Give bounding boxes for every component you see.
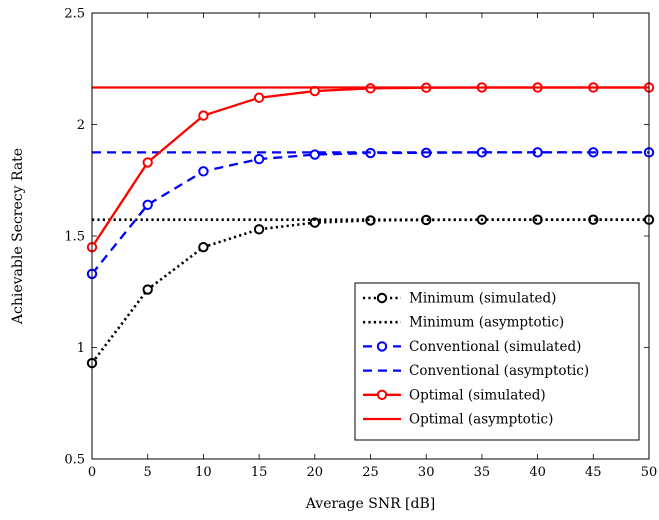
legend-label: Conventional (asymptotic)	[409, 363, 589, 379]
legend-swatch-marker	[376, 341, 388, 352]
y-tick-label: 0.5	[64, 453, 85, 468]
series-0	[86, 214, 655, 369]
x-axis-label: Average SNR [dB]	[305, 496, 435, 512]
data-point	[198, 110, 209, 121]
x-tick-label: 15	[251, 465, 268, 480]
y-tick-label: 2.5	[64, 7, 85, 22]
x-tick-label: 5	[144, 465, 152, 480]
data-point	[309, 217, 320, 228]
data-point	[198, 241, 209, 253]
legend-label: Optimal (asymptotic)	[409, 412, 553, 428]
legend-item: Conventional (asymptotic)	[363, 363, 589, 379]
data-point	[253, 92, 265, 103]
legend-item: Optimal (simulated)	[363, 387, 546, 403]
x-tick-label: 20	[307, 465, 324, 480]
x-tick-label: 0	[88, 465, 96, 480]
y-axis-label: Achievable Secrecy Rate	[10, 148, 26, 325]
legend-item: Minimum (asymptotic)	[363, 315, 564, 331]
legend-swatch-marker	[376, 389, 388, 400]
y-tick-label: 1.5	[64, 230, 85, 245]
x-tick-label: 40	[529, 465, 546, 480]
data-point	[253, 224, 265, 235]
data-point	[198, 166, 209, 177]
legend-label: Minimum (simulated)	[409, 291, 556, 307]
data-point	[142, 284, 153, 295]
y-tick-label: 1	[77, 341, 85, 356]
legend-label: Optimal (simulated)	[409, 387, 546, 403]
x-tick-label: 50	[641, 465, 658, 480]
legend-box	[354, 282, 640, 441]
legend: Minimum (simulated) Minimum (asymptotic) C…	[354, 282, 640, 441]
x-tick-label: 35	[474, 465, 491, 480]
series-4	[86, 82, 655, 253]
x-tick-label: 25	[362, 465, 379, 480]
series-line	[91, 151, 649, 275]
legend-label: Minimum (asymptotic)	[409, 315, 564, 331]
data-point	[142, 199, 153, 210]
x-tick-label: 45	[585, 465, 602, 480]
data-point	[253, 153, 265, 165]
series-2	[86, 147, 655, 280]
data-point	[309, 149, 320, 160]
x-tick-label: 10	[195, 465, 212, 480]
series-layer	[86, 82, 655, 369]
legend-item: Minimum (simulated)	[363, 291, 556, 307]
x-tick-label: 30	[418, 465, 435, 480]
legend-swatch-marker	[376, 292, 388, 304]
axis-ticks: 0 5 10 15 20 25 30 35 40 45 50 0.5 1 1.5 2 2.5	[64, 7, 657, 481]
y-tick-label: 2	[77, 118, 85, 133]
data-point	[142, 157, 153, 168]
legend-item: Conventional (simulated)	[363, 339, 581, 355]
legend-label: Conventional (simulated)	[409, 339, 581, 355]
legend-item: Optimal (asymptotic)	[363, 412, 553, 428]
